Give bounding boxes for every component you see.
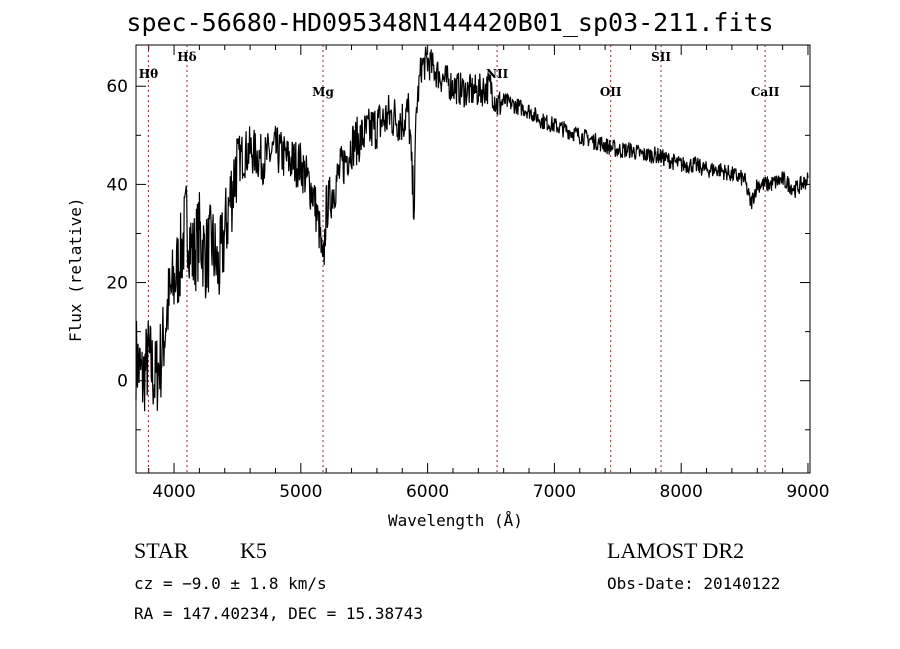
y-tick-label: 60 [106, 77, 128, 97]
plot-frame [135, 44, 811, 474]
spectral-line-label: NII [486, 67, 509, 81]
y-axis-label: Flux (relative) [66, 197, 85, 343]
spectral-line-label: Hδ [177, 50, 196, 64]
x-tick-label: 7000 [533, 482, 576, 502]
y-tick-label: 20 [106, 274, 128, 294]
redshift-velocity: cz = −9.0 ± 1.8 km/s [134, 574, 327, 593]
x-tick-label: 6000 [406, 482, 449, 502]
y-tick-label: 0 [117, 372, 128, 392]
spectral-line-label: OII [600, 85, 622, 99]
spectrum-line [135, 46, 809, 412]
spectral-line-label: SII [651, 50, 671, 64]
x-tick-label: 5000 [279, 482, 322, 502]
y-tick-label: 40 [106, 175, 128, 195]
spectral-line-label: CaII [751, 85, 780, 99]
x-axis-label: Wavelength (Å) [388, 511, 523, 530]
observation-date: Obs-Date: 20140122 [607, 574, 781, 593]
survey-name: LAMOST DR2 [607, 538, 745, 563]
x-tick-label: 4000 [152, 482, 195, 502]
x-tick-label: 9000 [786, 482, 829, 502]
spectral-line-label: Hθ [139, 67, 158, 81]
object-subclass: K5 [240, 538, 267, 563]
spectral-line-label: Mg [312, 85, 334, 99]
object-class: STAR [134, 538, 189, 563]
chart-title: spec-56680-HD095348N144420B01_sp03-211.f… [126, 8, 774, 37]
x-tick-label: 8000 [660, 482, 703, 502]
coordinates: RA = 147.40234, DEC = 15.38743 [134, 604, 423, 623]
